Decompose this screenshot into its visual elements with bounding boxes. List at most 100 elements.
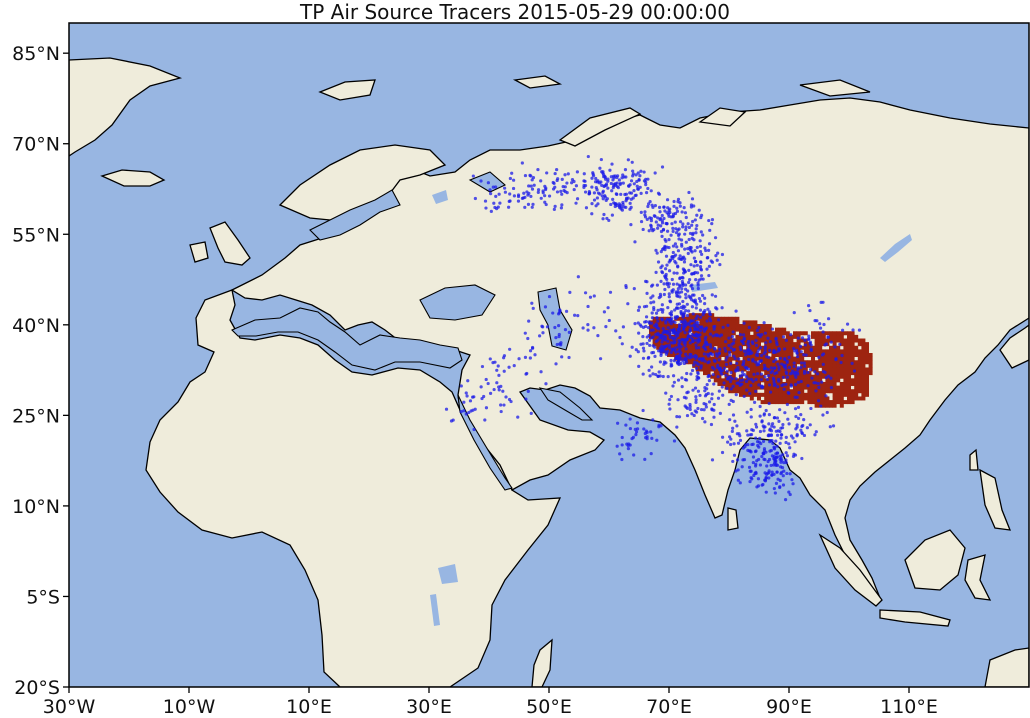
source-grid-cell [796,349,801,354]
tracer-particle [684,323,688,327]
tracer-particle [678,353,682,357]
source-grid-cell [699,353,704,357]
source-grid-cell [782,371,787,376]
source-grid-cell [757,327,761,332]
tracer-particle [762,425,766,429]
persian-gulf [538,387,594,421]
source-grid-cell [789,392,794,397]
source-grid-cell [746,374,751,379]
tracer-particle [753,400,757,404]
tracer-particle [805,426,809,430]
tracer-particle [547,294,552,299]
tracer-particle [678,348,682,352]
tracer-particle [701,293,705,298]
source-grid-cell [713,327,718,332]
tracer-particle [699,260,703,264]
tracer-particle [575,170,579,174]
tracer-particle [479,179,483,183]
source-grid-cell [782,385,787,390]
australia-landmass [984,647,1029,687]
source-grid-cell [706,331,711,336]
source-grid-cell [847,353,851,357]
tracer-particle [652,300,656,304]
tracer-particle [759,372,763,376]
tracer-particle [667,214,671,218]
tracer-particle [826,317,831,321]
tracer-particle [721,435,725,439]
tracer-particle [701,327,705,331]
source-grid-cell [800,371,805,376]
source-grid-cell [656,334,661,339]
tracer-particle [748,391,752,396]
source-grid-cell [854,345,859,350]
tracer-particle [712,327,716,331]
source-grid-cell [847,385,851,390]
tracer-particle [675,306,679,310]
tracer-particle [787,490,791,494]
tracer-particle [692,271,696,275]
longitude-axis: 30°W 10°W 10°E 30°E 50°E 70°E 90°E 110°E [43,687,938,718]
source-grid-cell [685,342,689,347]
tracer-particle [742,321,746,325]
tracer-particle [691,323,696,328]
tracer-particle [659,279,663,284]
tracer-particle [672,439,677,443]
tracer-particle [755,328,759,333]
map-title: TP Air Source Tracers 2015-05-29 00:00:0… [300,0,730,24]
tracer-particle [699,230,703,234]
source-grid-cell [847,334,851,339]
source-grid-cell [861,381,866,386]
source-grid-cell [760,360,765,365]
source-grid-cell [807,385,812,390]
tracer-particle [668,258,672,263]
tracer-particle [752,372,756,376]
tracer-particle [678,276,682,281]
tracer-particle [510,171,514,175]
source-grid-cell [793,356,797,361]
source-grid-cell [839,389,844,394]
tracer-particle [767,433,771,437]
source-grid-cell [735,338,740,343]
tracer-particle [772,463,776,467]
tracer-particle [563,173,567,177]
tracer-particle [719,333,724,337]
source-grid-cell [807,363,812,368]
tracer-particle [767,413,771,417]
tracer-particle [788,372,793,376]
tracer-particle [664,321,668,325]
tracer-particle [544,187,548,192]
source-grid-cell [818,389,823,394]
tracer-particle [701,313,705,317]
source-grid-cell [764,371,769,376]
source-grid-cell [760,392,765,397]
source-grid-cell [839,400,844,405]
source-grid-cell [847,338,851,343]
source-grid-cell [739,392,743,397]
tracer-particle [629,191,634,195]
tracer-particle [499,409,503,414]
tracer-particle [784,460,788,465]
tracer-particle [708,343,712,347]
tracer-particle [494,194,498,198]
tracer-particle [667,292,671,296]
x-tick-label: 30°E [406,696,452,718]
tracer-particle [645,280,649,284]
source-grid-cell [843,349,848,354]
tracer-particle [604,325,608,329]
tracer-particle [649,224,653,228]
source-grid-cell [753,392,758,397]
source-grid-cell [775,331,779,336]
source-grid-cell [760,327,765,332]
tracer-particle [690,197,695,201]
source-grid-cell [760,400,765,405]
tracer-particle [590,202,594,206]
source-grid-cell [767,363,772,368]
tracer-particle [800,424,804,429]
tracer-particle [471,174,475,178]
tracer-particle [674,356,678,360]
tracer-particle [723,346,727,350]
source-grid-cell [731,324,736,329]
source-grid-cell [836,374,841,379]
tracer-particle [793,440,797,444]
tracer-particle [706,361,710,365]
